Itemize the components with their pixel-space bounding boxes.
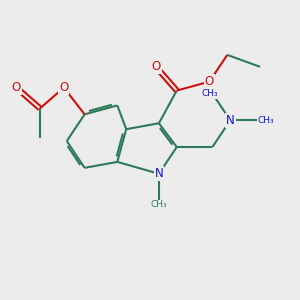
Text: O: O	[12, 81, 21, 94]
Text: O: O	[151, 60, 160, 73]
Text: N: N	[154, 167, 163, 180]
Text: CH₃: CH₃	[151, 200, 167, 209]
Text: CH₃: CH₃	[258, 116, 274, 125]
Text: CH₃: CH₃	[201, 89, 218, 98]
Text: O: O	[205, 75, 214, 88]
Text: O: O	[59, 81, 68, 94]
Text: N: N	[226, 114, 235, 127]
